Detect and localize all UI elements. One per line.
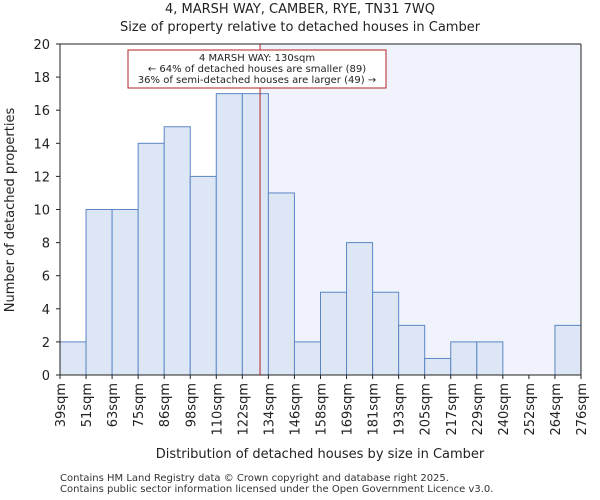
x-tick-label: 217sqm <box>445 383 460 436</box>
y-tick-label: 4 <box>42 303 50 318</box>
bar <box>450 341 478 376</box>
bar <box>215 93 243 376</box>
x-tick-label: 110sqm <box>210 383 225 436</box>
bar <box>424 357 452 376</box>
x-tick-label: 51sqm <box>80 383 95 427</box>
x-tick-label: 252sqm <box>523 383 538 436</box>
x-tick-label: 181sqm <box>367 383 382 436</box>
bar <box>189 175 217 376</box>
bar <box>267 192 295 376</box>
footer-line-2: Contains public sector information licen… <box>60 484 494 495</box>
x-tick-label: 134sqm <box>262 383 277 436</box>
y-tick-label: 10 <box>33 204 50 219</box>
annotation-line: 36% of semi-detached houses are larger (… <box>138 75 376 86</box>
x-tick-label: 122sqm <box>236 383 251 436</box>
y-tick-label: 12 <box>33 170 50 185</box>
bar <box>85 209 113 376</box>
y-tick-label: 0 <box>42 369 50 384</box>
bar <box>293 341 322 376</box>
y-tick-label: 2 <box>42 336 50 351</box>
x-tick-label: 98sqm <box>184 383 199 427</box>
x-tick-label: 169sqm <box>341 383 356 436</box>
y-tick-label: 6 <box>42 270 50 285</box>
x-tick-label: 146sqm <box>288 383 303 436</box>
y-tick-label: 16 <box>33 104 50 119</box>
chart-title: 4, MARSH WAY, CAMBER, RYE, TN31 7WQ <box>164 2 435 17</box>
x-tick-label: 75sqm <box>132 383 147 427</box>
histogram-chart: 0 2 4 6 8 10 12 14 16 18 20 39sqm 51sqm 63sqm 75sqm 86… <box>3 38 590 462</box>
x-tick-label: 39sqm <box>54 383 69 427</box>
chart-subtitle: Size of property relative to detached ho… <box>119 20 481 35</box>
bar <box>241 93 269 376</box>
annotation-box <box>127 49 387 89</box>
x-axis-label: Distribution of detached houses by size … <box>156 447 485 462</box>
bar <box>554 324 582 376</box>
x-tick-label: 158sqm <box>315 383 330 436</box>
bar <box>163 126 191 376</box>
bar <box>346 242 374 376</box>
x-tick-label: 276sqm <box>575 383 590 436</box>
bar <box>320 291 348 376</box>
bar <box>372 291 400 376</box>
x-tick-label: 63sqm <box>106 383 121 427</box>
y-tick-label: 20 <box>33 38 50 53</box>
y-tick-label: 14 <box>33 137 50 152</box>
y-axis-label: Number of detached properties <box>3 108 18 313</box>
x-tick-label: 229sqm <box>471 383 486 436</box>
bar <box>137 142 165 376</box>
footer-line-1: Contains HM Land Registry data © Crown c… <box>60 473 449 484</box>
bar <box>398 324 426 376</box>
bar <box>476 341 504 376</box>
annotation-line: 4 MARSH WAY: 130sqm <box>199 53 315 64</box>
x-tick-label: 264sqm <box>549 383 564 436</box>
y-tick-label: 8 <box>42 237 50 252</box>
highlight-region <box>260 44 581 375</box>
x-tick-label: 240sqm <box>497 383 512 436</box>
x-tick-label: 205sqm <box>419 383 434 436</box>
bar <box>59 341 87 376</box>
x-tick-label: 193sqm <box>393 383 408 436</box>
y-tick-label: 18 <box>33 71 50 86</box>
bar <box>111 209 139 376</box>
annotation-line: ← 64% of detached houses are smaller (89… <box>148 64 366 75</box>
x-tick-label: 86sqm <box>158 383 173 427</box>
